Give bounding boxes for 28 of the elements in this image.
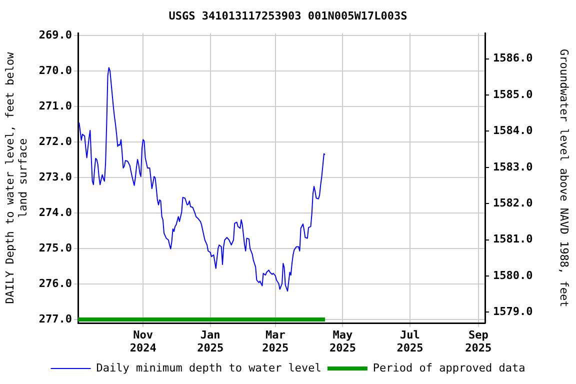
y-tick-label: 269.0 [38, 28, 72, 42]
y-tick-label: 270.0 [38, 64, 72, 78]
y-tick-label: 273.0 [38, 170, 72, 184]
y2-tick-label: 1579.0 [493, 305, 533, 318]
x-tick-label: Nov 2024 [130, 328, 157, 355]
y2-tick-label: 1580.0 [493, 268, 533, 282]
y2-tick-label: 1582.0 [493, 196, 533, 210]
x-tick-label: Jul 2025 [396, 328, 424, 355]
y2-tick-label: 1585.0 [493, 88, 533, 101]
chart-title: USGS 341013117253903 001N005W17L003S [168, 9, 408, 22]
y-tick-label: 272.0 [38, 134, 72, 148]
y-axis-title: DAILY Depth to water level, feet below land surface [3, 52, 30, 304]
x-tick-label: Mar 2025 [262, 328, 289, 355]
y-tick-label: 275.0 [38, 241, 72, 254]
legend-label: Daily minimum depth to water level [96, 361, 322, 374]
x-tick-label: Jan 2025 [197, 328, 224, 355]
y-tick-label: 277.0 [38, 312, 72, 326]
y2-axis-title: Groundwater level above NAVD 1988, feet [558, 48, 571, 308]
y-tick-label: 274.0 [38, 206, 72, 219]
y2-tick-label: 1581.0 [493, 232, 533, 246]
y2-tick-label: 1586.0 [493, 52, 533, 65]
legend-label: Period of approved data [372, 361, 526, 374]
y-tick-label: 271.0 [38, 99, 72, 112]
x-tick-label: May 2025 [329, 328, 356, 355]
y-tick-label: 276.0 [38, 276, 72, 290]
x-tick-label: Sep 2025 [465, 328, 492, 355]
y2-tick-label: 1584.0 [493, 124, 533, 138]
y2-tick-label: 1583.0 [493, 160, 533, 174]
